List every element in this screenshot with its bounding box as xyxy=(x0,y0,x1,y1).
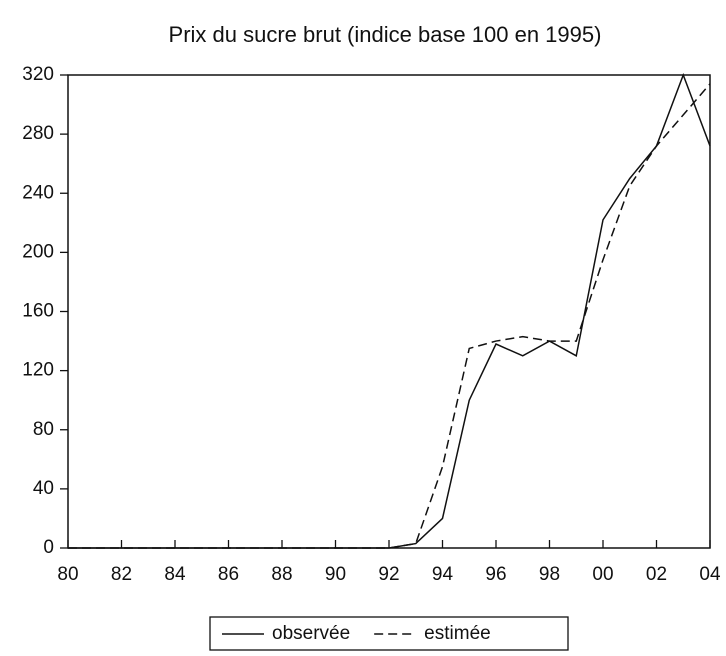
x-tick-label: 90 xyxy=(325,564,346,585)
y-tick-label: 0 xyxy=(43,537,54,558)
y-tick-label: 120 xyxy=(22,360,54,381)
x-tick-label: 02 xyxy=(646,564,667,585)
plot-frame xyxy=(67,74,711,549)
x-tick-label: 00 xyxy=(592,564,613,585)
x-tick-label: 96 xyxy=(485,564,506,585)
series-line xyxy=(68,72,711,549)
y-tick-label: 320 xyxy=(22,64,54,85)
y-tick-label: 200 xyxy=(22,241,54,262)
x-tick-label: 92 xyxy=(378,564,399,585)
x-tick-label: 04 xyxy=(699,564,721,585)
x-tick-label: 80 xyxy=(57,564,78,585)
x-tick-label: 88 xyxy=(271,564,292,585)
x-tick-label: 84 xyxy=(164,564,186,585)
x-tick-label: 98 xyxy=(539,564,560,585)
series-line xyxy=(68,83,711,549)
y-tick-label: 240 xyxy=(22,182,54,203)
x-tick-label: 82 xyxy=(111,564,132,585)
x-tick-label: 94 xyxy=(432,564,454,585)
y-tick-label: 280 xyxy=(22,123,54,144)
y-tick-label: 160 xyxy=(22,301,54,322)
y-tick-label: 40 xyxy=(33,478,54,499)
chart-title: Prix du sucre brut (indice base 100 en 1… xyxy=(169,22,602,47)
legend-label: observée xyxy=(272,623,350,644)
x-tick-label: 86 xyxy=(218,564,239,585)
y-tick-label: 80 xyxy=(33,419,54,440)
legend-label: estimée xyxy=(424,623,491,644)
